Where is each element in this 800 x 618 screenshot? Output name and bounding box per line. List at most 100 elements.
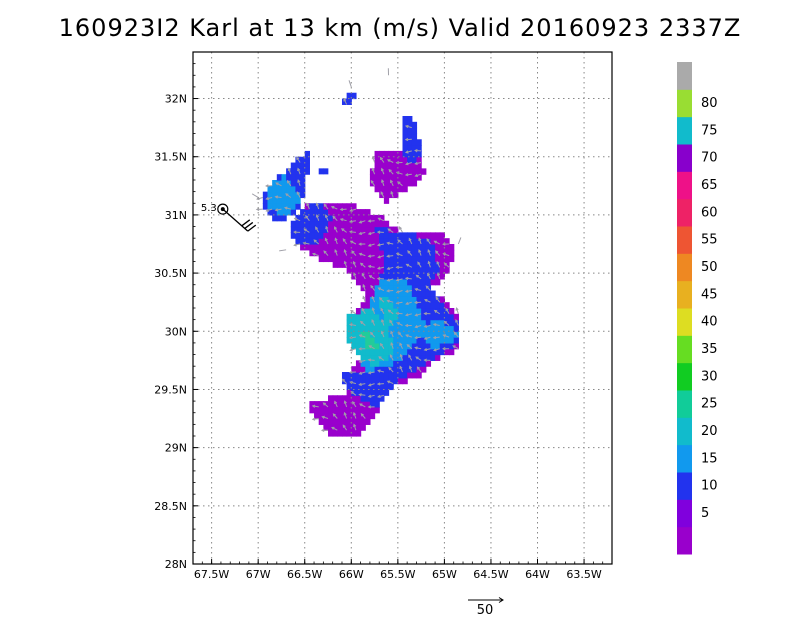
wind-vector: [353, 423, 357, 431]
wind-cell: [388, 244, 394, 251]
wind-cell: [407, 139, 413, 146]
wind-cell: [309, 249, 315, 257]
wind-cell: [374, 366, 380, 373]
wind-cell: [341, 418, 348, 425]
wind-cell: [374, 354, 380, 361]
wind-cell: [374, 226, 380, 233]
wind-cell: [351, 366, 357, 373]
wind-cell: [337, 424, 343, 431]
wind-cell: [383, 337, 390, 344]
wind-cell: [328, 220, 334, 228]
wind-cell: [388, 249, 394, 257]
wind-cell: [360, 389, 366, 396]
wind-cell: [355, 430, 362, 437]
wind-cell: [421, 255, 427, 263]
wind-vector: [370, 331, 375, 338]
wind-vector: [343, 400, 348, 408]
wind-cell: [383, 389, 390, 396]
wind-vector: [348, 80, 352, 88]
wind-cell: [388, 337, 394, 344]
x-tick-label: 64W: [525, 568, 550, 581]
wind-cell: [304, 220, 310, 228]
wind-vector: [389, 319, 394, 326]
wind-cell: [365, 296, 371, 303]
colorbar-label: 20: [701, 424, 718, 439]
wind-vector: [358, 382, 366, 386]
wind-cell: [425, 267, 432, 274]
wind-cell: [379, 325, 385, 332]
wind-cell: [332, 232, 338, 239]
wind-cell: [355, 209, 362, 216]
wind-cell: [374, 319, 380, 327]
wind-cell: [351, 313, 357, 321]
wind-vector: [359, 262, 366, 268]
wind-vector: [334, 248, 338, 256]
wind-cell: [355, 308, 362, 315]
wind-vector: [457, 237, 462, 245]
wind-cell: [304, 226, 310, 233]
wind-cell: [383, 273, 390, 280]
wind-cell: [430, 261, 436, 268]
wind-cell: [355, 406, 362, 414]
wind-cell: [374, 372, 380, 379]
wind-cell: [369, 406, 376, 414]
wind-vector: [380, 330, 385, 338]
wind-cell: [365, 389, 371, 396]
wind-cell: [444, 348, 450, 356]
wind-cell: [369, 273, 376, 280]
wind-cell: [439, 337, 445, 344]
wind-cell: [430, 255, 436, 263]
wind-cell: [286, 191, 292, 199]
wind-cell: [379, 395, 385, 402]
wind-cell: [388, 308, 394, 315]
wind-vector: [416, 366, 422, 373]
wind-cell: [425, 290, 432, 297]
wind-cell: [341, 203, 348, 210]
wind-cell: [369, 389, 376, 396]
wind-cell: [360, 220, 366, 228]
wind-cell: [318, 226, 324, 233]
wind-vector: [371, 295, 376, 303]
wind-vector: [435, 250, 441, 256]
wind-cell: [332, 209, 338, 216]
wind-cell: [379, 255, 385, 263]
wind-vector: [455, 319, 459, 326]
wind-cell: [402, 278, 408, 286]
wind-cell: [365, 278, 371, 286]
wind-cell: [314, 214, 320, 222]
wind-cell: [318, 220, 324, 228]
wind-cell: [383, 372, 390, 379]
wind-cell: [262, 203, 269, 210]
wind-cell: [411, 133, 418, 140]
wind-vector: [370, 284, 376, 291]
wind-cell: [383, 255, 390, 263]
wind-cell: [388, 296, 394, 303]
wind-cell: [397, 162, 404, 169]
wind-vector: [343, 411, 348, 419]
y-tick-label: 32N: [165, 93, 187, 106]
wind-cell: [355, 366, 362, 373]
wind-cell: [388, 331, 394, 338]
wind-cell: [379, 273, 385, 280]
colorbar-label: 10: [701, 479, 718, 494]
wind-cell: [365, 290, 371, 297]
wind-cell: [276, 174, 283, 181]
wind-cell: [435, 273, 441, 280]
wind-cell: [341, 214, 348, 222]
wind-vector: [358, 231, 366, 235]
wind-cell: [304, 244, 310, 251]
wind-cell: [439, 348, 445, 356]
wind-cell: [304, 209, 310, 216]
wind-cell: [379, 337, 385, 344]
wind-cell: [374, 220, 380, 228]
colorbar-label: 70: [701, 151, 718, 166]
wind-cell: [332, 238, 338, 245]
wind-cell: [355, 401, 362, 408]
colorbar-label: 25: [701, 397, 718, 412]
wind-cell: [393, 249, 399, 257]
wind-cell: [397, 342, 404, 350]
wind-cell: [425, 342, 432, 350]
wind-cell: [262, 191, 269, 199]
wind-vector: [414, 335, 422, 340]
wind-cell: [318, 255, 324, 263]
